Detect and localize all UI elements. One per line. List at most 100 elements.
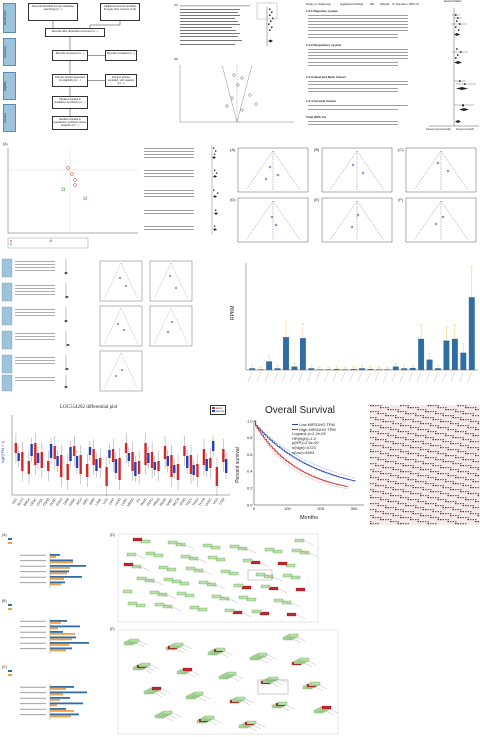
heatmap-cell bbox=[375, 491, 377, 493]
heatmap-cell bbox=[457, 405, 459, 407]
heatmap-cell bbox=[375, 517, 377, 519]
heatmap-cell bbox=[400, 437, 402, 439]
heatmap-cell bbox=[452, 515, 454, 517]
heatmap-cell bbox=[457, 503, 459, 505]
heatmap-cell bbox=[440, 473, 442, 475]
pathway-edge bbox=[149, 664, 160, 670]
heatmap-cell bbox=[425, 515, 427, 517]
pathway-gene-node bbox=[122, 589, 133, 594]
pathway-diagrams: (D) (E) bbox=[108, 530, 480, 735]
go-term-label bbox=[20, 571, 46, 573]
heatmap-cell bbox=[472, 421, 474, 423]
heatmap-cell bbox=[387, 493, 389, 495]
pathway-gene-node bbox=[285, 563, 296, 568]
pathway-edge bbox=[174, 648, 185, 654]
heatmap-cell bbox=[425, 489, 427, 491]
heatmap-cell bbox=[370, 431, 372, 433]
heatmap-cell bbox=[417, 429, 419, 431]
rpkm-bar bbox=[350, 368, 357, 370]
heatmap-cell bbox=[420, 493, 422, 495]
heatmap-cell bbox=[422, 449, 424, 451]
go-bar bbox=[50, 644, 69, 646]
heatmap-cell bbox=[400, 489, 402, 491]
rpkm-tick-label bbox=[248, 371, 253, 383]
heatmap-cell bbox=[472, 519, 474, 521]
heatmap-cell bbox=[465, 479, 467, 481]
boxplot-box-tumor bbox=[40, 452, 43, 468]
heatmap-cell bbox=[437, 405, 439, 407]
heatmap-cell bbox=[440, 421, 442, 423]
heatmap-cell bbox=[402, 457, 404, 459]
pathway-gene-node bbox=[246, 597, 257, 602]
go-legend-swatch bbox=[8, 538, 12, 540]
heatmap-cell bbox=[380, 473, 382, 475]
heatmap-cell bbox=[437, 517, 439, 519]
boxplot-box-tumor bbox=[202, 449, 206, 465]
pathway-gene-node bbox=[140, 662, 151, 667]
heatmap-cell bbox=[375, 419, 377, 421]
heatmap-cell bbox=[370, 417, 372, 419]
heatmap-cell bbox=[470, 485, 472, 487]
heatmap-cell bbox=[427, 497, 429, 499]
boxplot-category-label: SKCM bbox=[172, 497, 181, 507]
rpkm-bar bbox=[418, 338, 425, 370]
go-bar bbox=[50, 686, 74, 688]
go-bar bbox=[50, 713, 79, 716]
funnel-label-c: (C) bbox=[398, 147, 404, 152]
heatmap-cell bbox=[405, 419, 407, 421]
survival-ci-low bbox=[254, 420, 356, 478]
heatmap-cell bbox=[442, 493, 444, 495]
heatmap-cell bbox=[435, 451, 437, 453]
pathway-gene-node bbox=[226, 671, 237, 676]
heatmap-cell bbox=[437, 471, 439, 473]
heatmap-cell bbox=[370, 469, 372, 471]
heatmap-cell bbox=[402, 405, 404, 407]
heatmap-cell bbox=[462, 483, 464, 485]
heatmap-cell bbox=[437, 407, 439, 409]
heatmap-cell bbox=[402, 465, 404, 467]
heatmap-cell bbox=[387, 487, 389, 489]
heatmap-cell bbox=[412, 479, 414, 481]
heatmap-cell bbox=[450, 449, 452, 451]
heatmap-cell bbox=[430, 503, 432, 505]
heatmap-cell bbox=[375, 437, 377, 439]
go-term-label bbox=[20, 648, 46, 650]
heatmap-cell bbox=[430, 523, 432, 525]
boxplot-box-tumor bbox=[209, 458, 212, 468]
heatmap-cell bbox=[462, 471, 464, 473]
heatmap-cell bbox=[445, 519, 447, 521]
boxplot-title: LOC554202 differential plot bbox=[60, 405, 118, 410]
heatmap-cell bbox=[455, 501, 457, 503]
heatmap-cell bbox=[392, 513, 394, 515]
pathway-gene-node bbox=[180, 554, 191, 559]
heatmap-cell bbox=[412, 467, 414, 469]
heatmap-cell bbox=[450, 443, 452, 445]
heatmap-cell bbox=[417, 427, 419, 429]
heatmap-cell bbox=[445, 415, 447, 417]
heatmap-cell bbox=[407, 445, 409, 447]
heatmap-cell bbox=[382, 421, 384, 423]
heatmap-cell bbox=[437, 459, 439, 461]
heatmap-cell bbox=[397, 429, 399, 431]
heatmap-cell bbox=[412, 493, 414, 495]
boxplot-box-tumor bbox=[144, 443, 147, 465]
funnel-label-b: (B) bbox=[314, 147, 320, 152]
heatmap-cell bbox=[387, 507, 389, 509]
heatmap-cell bbox=[407, 431, 409, 433]
go-bar bbox=[50, 710, 74, 712]
heatmap-cell bbox=[422, 443, 424, 445]
heatmap-cell bbox=[457, 483, 459, 485]
pathway-gene-node bbox=[167, 540, 178, 545]
heatmap-cell bbox=[390, 481, 392, 483]
heatmap-cell bbox=[457, 469, 459, 471]
pathway-gene-node bbox=[277, 701, 288, 706]
heatmap-cell bbox=[400, 517, 402, 519]
heatmap-cell bbox=[440, 447, 442, 449]
heatmap-cell bbox=[417, 415, 419, 417]
heatmap-cell bbox=[452, 509, 454, 511]
heatmap-cell bbox=[470, 505, 472, 507]
heatmap-cell bbox=[387, 421, 389, 423]
heatmap-cell bbox=[412, 473, 414, 475]
heatmap-cell bbox=[455, 509, 457, 511]
funnel-label-e: (E) bbox=[314, 197, 320, 202]
